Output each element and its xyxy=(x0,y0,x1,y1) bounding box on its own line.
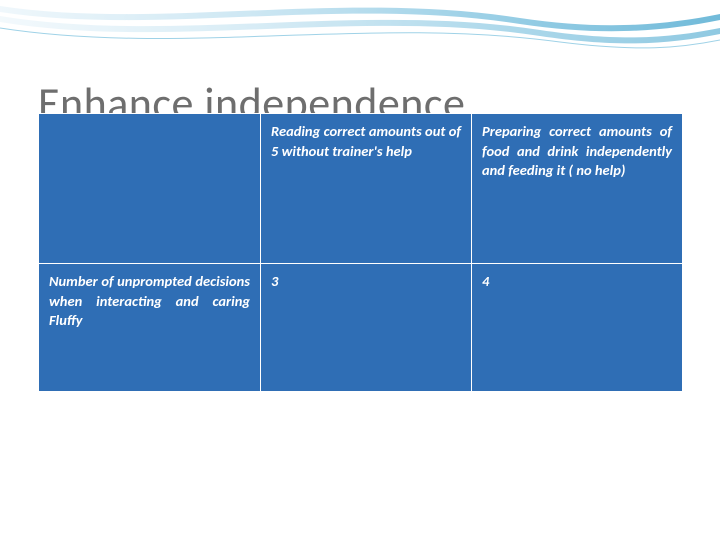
table-row: Number of unprompted decisions when inte… xyxy=(39,264,683,392)
cell-r2c3: 4 xyxy=(472,264,683,392)
independence-table: Reading correct amounts out of 5 without… xyxy=(38,113,683,392)
cell-r1c3: Preparing correct amounts of food and dr… xyxy=(472,114,683,264)
cell-r1c1 xyxy=(39,114,261,264)
table-row: Reading correct amounts out of 5 without… xyxy=(39,114,683,264)
decorative-wave xyxy=(0,0,720,70)
cell-r2c1: Number of unprompted decisions when inte… xyxy=(39,264,261,392)
cell-r1c2: Reading correct amounts out of 5 without… xyxy=(261,114,472,264)
cell-r2c2: 3 xyxy=(261,264,472,392)
